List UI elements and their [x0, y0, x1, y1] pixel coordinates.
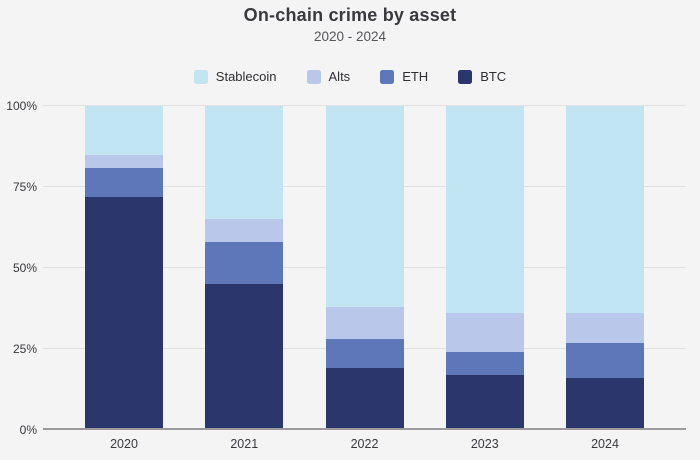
legend-item-alts: Alts — [306, 69, 351, 84]
bar-2024 — [566, 106, 644, 430]
gridline-0 — [43, 428, 686, 430]
bar-segment-alts-2021 — [205, 219, 284, 243]
legend-swatch-alts — [306, 69, 321, 84]
legend-item-stablecoin: Stablecoin — [193, 69, 277, 84]
bar-segment-eth-2024 — [566, 342, 644, 379]
bar-segment-btc-2024 — [566, 378, 644, 430]
y-tick-75: 75% — [12, 180, 37, 194]
bar-segment-btc-2022 — [325, 368, 404, 430]
bar-segment-eth-2022 — [325, 339, 404, 369]
bar-segment-alts-2022 — [325, 306, 404, 340]
plot-area — [43, 105, 686, 430]
bar-segment-stablecoin-2022 — [325, 106, 404, 307]
x-tick-2020: 2020 — [110, 437, 138, 451]
legend-label-alts: Alts — [328, 69, 351, 84]
bar-segment-alts-2024 — [566, 313, 644, 343]
bar-segment-eth-2020 — [85, 167, 163, 197]
x-tick-2022: 2022 — [350, 437, 379, 451]
bar-segment-alts-2020 — [85, 154, 163, 168]
bar-2023 — [445, 106, 524, 430]
legend-swatch-eth — [380, 69, 395, 84]
legend: Stablecoin Alts ETH BTC — [0, 69, 700, 84]
x-tick-2024: 2024 — [591, 437, 619, 451]
bar-segment-stablecoin-2020 — [85, 106, 163, 155]
bar-2021 — [205, 106, 284, 430]
bar-segment-btc-2021 — [205, 284, 284, 430]
bar-segment-btc-2023 — [445, 374, 524, 430]
bar-segment-eth-2021 — [205, 242, 284, 285]
bars-container — [43, 106, 686, 430]
bar-segment-btc-2020 — [85, 196, 163, 430]
chart-subtitle: 2020 - 2024 — [313, 29, 387, 44]
legend-swatch-stablecoin — [193, 69, 208, 84]
y-tick-100: 100% — [6, 99, 37, 113]
gridline-100 — [43, 105, 686, 106]
legend-label-stablecoin: Stablecoin — [215, 69, 277, 84]
chart-title: On-chain crime by asset — [243, 5, 457, 25]
legend-swatch-btc — [458, 69, 473, 84]
y-tick-25: 25% — [12, 342, 37, 356]
bar-segment-stablecoin-2023 — [445, 106, 524, 314]
legend-label-eth: ETH — [402, 69, 429, 84]
y-tick-50: 50% — [12, 261, 37, 275]
y-axis-labels: 0% 25% 50% 75% 100% — [0, 100, 37, 436]
x-axis-labels: 2020 2021 2022 2023 2024 — [43, 437, 686, 451]
bar-2020 — [85, 106, 163, 430]
y-tick-0: 0% — [19, 423, 37, 437]
x-tick-2023: 2023 — [470, 437, 499, 451]
bar-segment-stablecoin-2024 — [566, 106, 644, 314]
legend-label-btc: BTC — [480, 69, 507, 84]
bar-segment-alts-2023 — [445, 313, 524, 353]
legend-item-eth: ETH — [380, 69, 428, 84]
bar-segment-stablecoin-2021 — [205, 106, 284, 220]
x-tick-2021: 2021 — [230, 437, 259, 451]
legend-item-btc: BTC — [458, 69, 506, 84]
bar-segment-eth-2023 — [445, 352, 524, 375]
bar-2022 — [325, 106, 404, 430]
